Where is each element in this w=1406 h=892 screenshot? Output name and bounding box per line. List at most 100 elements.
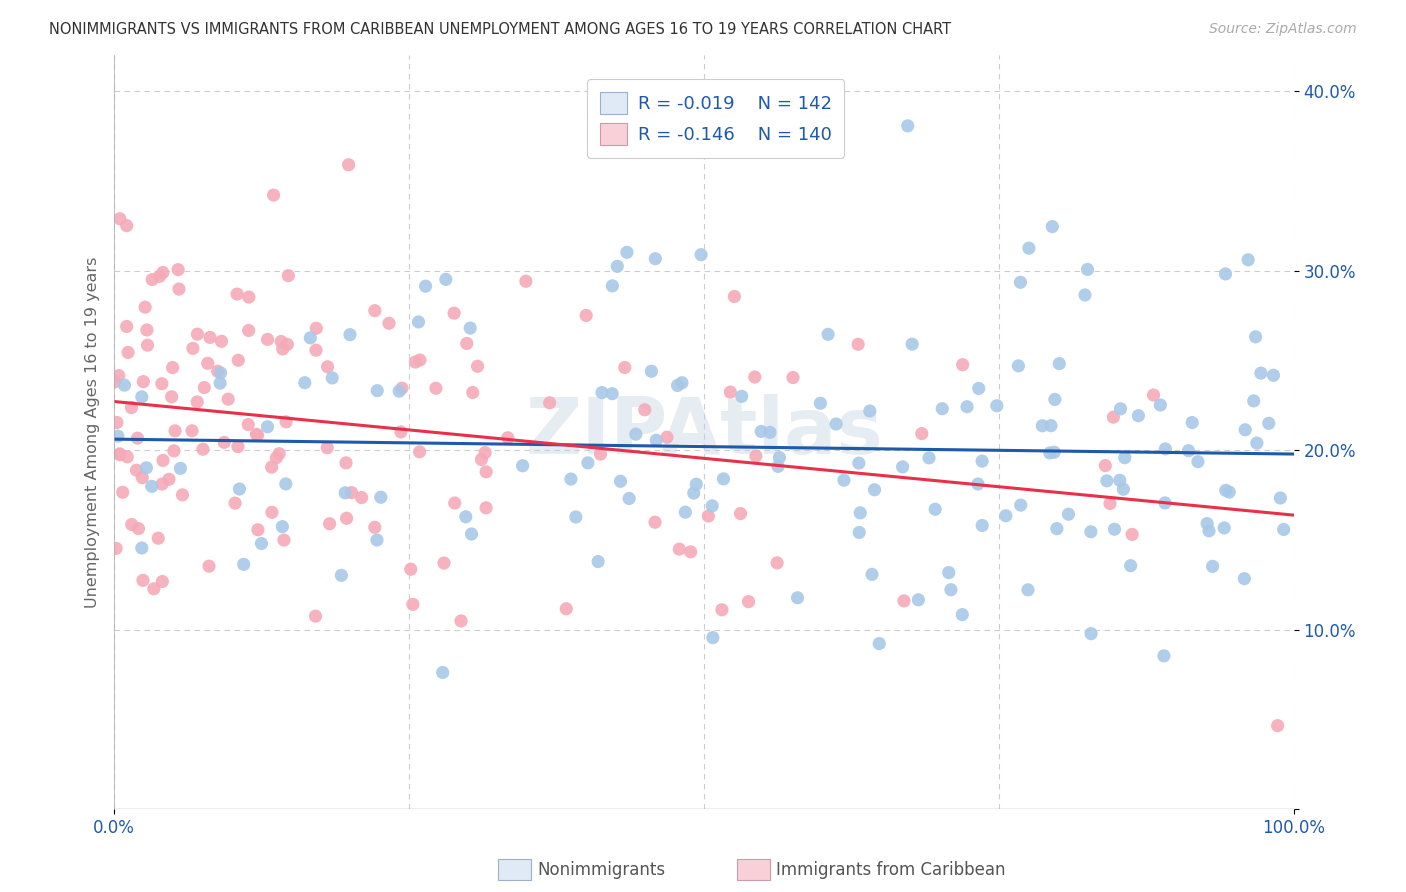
- Point: [1046, 522, 1069, 536]
- Point: [370, 490, 392, 504]
- Point: [132, 574, 155, 588]
- Point: [782, 370, 804, 384]
- Point: [1272, 523, 1295, 537]
- Point: [107, 368, 129, 383]
- Point: [918, 450, 941, 465]
- Point: [1114, 450, 1136, 465]
- Point: [193, 380, 215, 394]
- Point: [409, 353, 432, 368]
- Text: NONIMMIGRANTS VS IMMIGRANTS FROM CARIBBEAN UNEMPLOYMENT AMONG AGES 16 TO 19 YEAR: NONIMMIGRANTS VS IMMIGRANTS FROM CARIBBE…: [49, 22, 952, 37]
- Point: [1215, 267, 1237, 281]
- Point: [950, 607, 973, 622]
- Point: [1121, 527, 1143, 541]
- Point: [634, 402, 657, 417]
- Point: [163, 424, 186, 438]
- Point: [1007, 359, 1029, 373]
- Point: [340, 485, 363, 500]
- Point: [1234, 423, 1257, 437]
- Point: [972, 518, 994, 533]
- Point: [181, 424, 204, 438]
- Point: [1154, 496, 1177, 510]
- Point: [402, 598, 425, 612]
- Point: [399, 562, 422, 576]
- Point: [160, 390, 183, 404]
- Point: [911, 426, 934, 441]
- Point: [276, 337, 298, 351]
- Point: [198, 330, 221, 344]
- Point: [863, 483, 886, 497]
- Point: [136, 338, 159, 352]
- Point: [172, 488, 194, 502]
- Point: [226, 440, 249, 454]
- Point: [1057, 507, 1080, 521]
- Point: [1104, 522, 1126, 536]
- Point: [860, 567, 883, 582]
- Point: [624, 427, 647, 442]
- Point: [207, 364, 229, 378]
- Point: [832, 473, 855, 487]
- Point: [737, 594, 759, 608]
- Point: [186, 395, 208, 409]
- Point: [576, 456, 599, 470]
- Point: [152, 453, 174, 467]
- Point: [266, 450, 288, 465]
- Point: [682, 486, 704, 500]
- Point: [209, 366, 232, 380]
- Point: [512, 458, 534, 473]
- Point: [702, 499, 724, 513]
- Point: [316, 359, 339, 374]
- Point: [226, 353, 249, 368]
- Point: [132, 375, 155, 389]
- Text: ZIPAtlas: ZIPAtlas: [524, 394, 883, 470]
- Text: Nonimmigrants: Nonimmigrants: [537, 861, 665, 879]
- Point: [456, 336, 478, 351]
- Point: [135, 323, 157, 337]
- Point: [723, 289, 745, 303]
- Point: [105, 541, 128, 556]
- Point: [496, 431, 519, 445]
- Point: [246, 523, 269, 537]
- Point: [893, 594, 915, 608]
- Point: [117, 345, 139, 359]
- Point: [238, 417, 260, 432]
- Point: [304, 609, 326, 624]
- Point: [337, 158, 360, 172]
- Point: [1154, 442, 1177, 456]
- Point: [163, 443, 186, 458]
- Point: [1031, 418, 1053, 433]
- Point: [759, 425, 782, 440]
- Point: [299, 331, 322, 345]
- Point: [1267, 719, 1289, 733]
- Point: [141, 272, 163, 286]
- Point: [115, 219, 138, 233]
- Point: [117, 450, 139, 464]
- Point: [1076, 262, 1098, 277]
- Y-axis label: Unemployment Among Ages 16 to 19 years: Unemployment Among Ages 16 to 19 years: [86, 257, 100, 607]
- Point: [467, 359, 489, 374]
- Point: [162, 360, 184, 375]
- Point: [127, 522, 149, 536]
- Point: [1119, 558, 1142, 573]
- Point: [270, 334, 292, 349]
- Point: [443, 496, 465, 510]
- Point: [115, 319, 138, 334]
- Point: [1233, 572, 1256, 586]
- Point: [972, 454, 994, 468]
- Point: [1128, 409, 1150, 423]
- Point: [1047, 357, 1070, 371]
- Point: [956, 400, 979, 414]
- Point: [986, 399, 1008, 413]
- Point: [458, 321, 481, 335]
- Point: [606, 260, 628, 274]
- Point: [538, 396, 561, 410]
- Point: [181, 342, 204, 356]
- Point: [1187, 455, 1209, 469]
- Point: [191, 442, 214, 457]
- Point: [766, 556, 789, 570]
- Point: [749, 425, 772, 439]
- Point: [211, 334, 233, 349]
- Point: [952, 358, 974, 372]
- Point: [404, 355, 426, 369]
- Point: [786, 591, 808, 605]
- Point: [609, 475, 631, 489]
